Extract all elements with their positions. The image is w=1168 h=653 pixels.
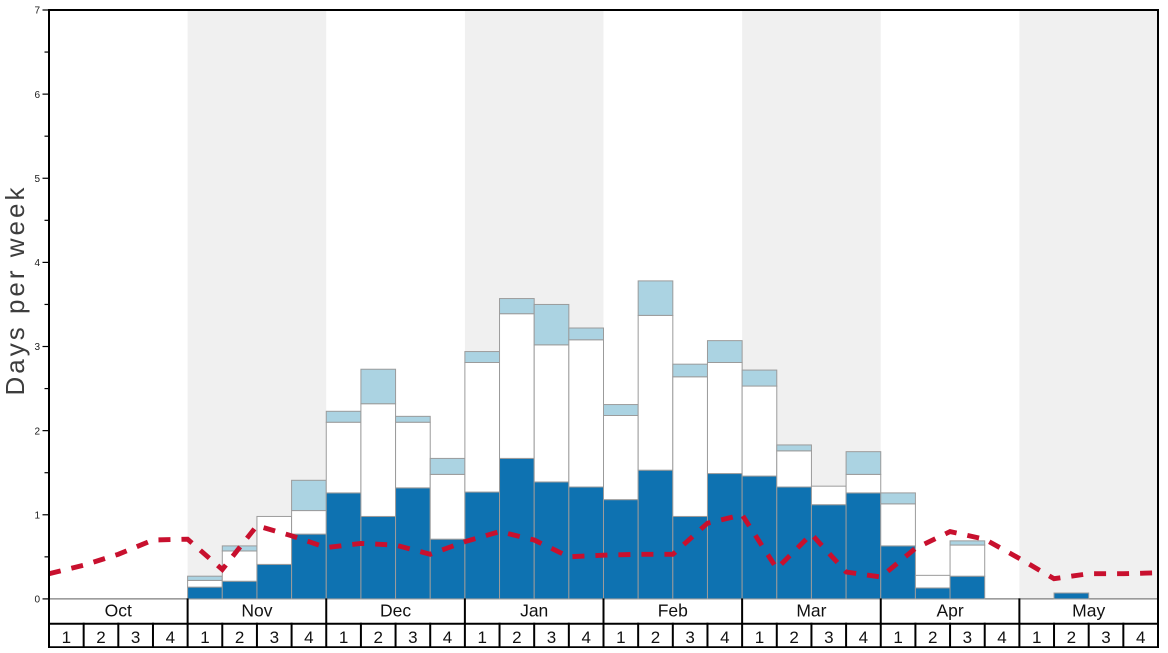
svg-text:3: 3 xyxy=(408,628,417,647)
svg-text:Nov: Nov xyxy=(241,600,272,620)
svg-text:4: 4 xyxy=(859,628,868,647)
svg-text:Oct: Oct xyxy=(105,600,132,620)
svg-text:4: 4 xyxy=(581,628,590,647)
svg-text:1: 1 xyxy=(62,628,71,647)
svg-text:6: 6 xyxy=(34,90,40,101)
svg-text:2: 2 xyxy=(1067,628,1076,647)
svg-text:0: 0 xyxy=(34,595,40,606)
svg-text:1: 1 xyxy=(200,628,209,647)
svg-text:5: 5 xyxy=(34,174,40,185)
svg-text:3: 3 xyxy=(1101,628,1110,647)
svg-text:4: 4 xyxy=(304,628,313,647)
svg-text:2: 2 xyxy=(235,628,244,647)
svg-text:1: 1 xyxy=(755,628,764,647)
svg-text:2: 2 xyxy=(512,628,521,647)
svg-text:1: 1 xyxy=(1032,628,1041,647)
svg-text:2: 2 xyxy=(96,628,105,647)
svg-text:3: 3 xyxy=(131,628,140,647)
svg-text:Mar: Mar xyxy=(796,600,826,620)
svg-text:2: 2 xyxy=(373,628,382,647)
svg-text:Feb: Feb xyxy=(658,600,688,620)
svg-text:4: 4 xyxy=(34,258,40,269)
svg-text:4: 4 xyxy=(720,628,729,647)
svg-text:May: May xyxy=(1072,600,1105,620)
svg-text:3: 3 xyxy=(824,628,833,647)
svg-text:3: 3 xyxy=(685,628,694,647)
svg-text:2: 2 xyxy=(789,628,798,647)
svg-text:3: 3 xyxy=(34,342,40,353)
svg-text:1: 1 xyxy=(616,628,625,647)
svg-text:1: 1 xyxy=(893,628,902,647)
svg-text:4: 4 xyxy=(997,628,1006,647)
svg-text:4: 4 xyxy=(1136,628,1145,647)
svg-text:Apr: Apr xyxy=(936,600,963,620)
svg-text:1: 1 xyxy=(477,628,486,647)
svg-text:4: 4 xyxy=(443,628,452,647)
svg-text:4: 4 xyxy=(166,628,175,647)
svg-text:Dec: Dec xyxy=(380,600,411,620)
svg-text:Jan: Jan xyxy=(520,600,548,620)
svg-text:3: 3 xyxy=(963,628,972,647)
svg-text:2: 2 xyxy=(34,426,40,437)
svg-text:3: 3 xyxy=(547,628,556,647)
svg-text:1: 1 xyxy=(34,510,40,521)
svg-text:2: 2 xyxy=(651,628,660,647)
svg-text:2: 2 xyxy=(928,628,937,647)
svg-text:3: 3 xyxy=(270,628,279,647)
svg-text:7: 7 xyxy=(34,6,40,17)
svg-text:Days per week: Days per week xyxy=(0,185,30,396)
svg-text:1: 1 xyxy=(339,628,348,647)
